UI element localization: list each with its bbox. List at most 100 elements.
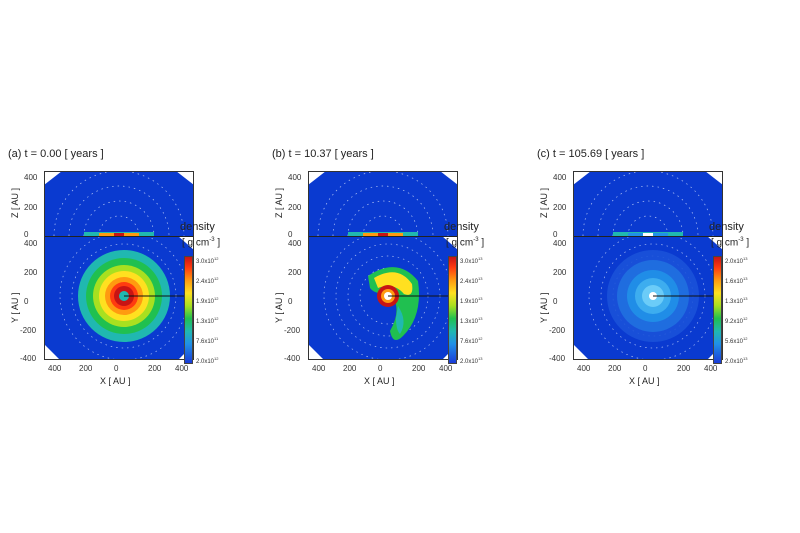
z-axis-label: Z [ AU ] (10, 187, 20, 218)
colorbar-tick-label: 2.0x1013 (725, 256, 748, 265)
y-tick-label: 400 (553, 239, 567, 248)
y-tick-label: -200 (284, 326, 301, 335)
colorbar-tick-label: 1.9x1012 (196, 296, 219, 305)
disk-center (378, 233, 388, 236)
z-tick-label: 0 (24, 230, 29, 239)
colorbar-tick-label: 2.0x1012 (196, 356, 219, 365)
colorbar-tick-label: 1.3x1013 (725, 296, 748, 305)
colorbar-tick-label: 9.2x1012 (725, 316, 748, 325)
corner-mask (707, 236, 723, 250)
y-tick-label: -400 (20, 354, 37, 363)
z-tick-label: 0 (553, 230, 558, 239)
velocity-arc (317, 171, 449, 236)
colorbar-title: density (444, 221, 479, 233)
z-tick-label: 200 (288, 203, 302, 212)
x-tick-label: 0 (643, 364, 648, 373)
velocity-arc (68, 185, 170, 236)
velocity-arc (582, 171, 714, 236)
x-tick-label: 400 (48, 364, 62, 373)
spiral-arm-inner (374, 272, 413, 295)
spiral-tail (396, 306, 404, 334)
x-tick-label: 200 (148, 364, 162, 373)
panel-title: (b) t = 10.37 [ years ] (272, 148, 374, 160)
y-tick-label: 0 (24, 297, 29, 306)
colorbar-tick-label: 5.6x1012 (725, 336, 748, 345)
colorbar-tick-label: 2.0x1013 (460, 356, 483, 365)
x-tick-label: 200 (608, 364, 622, 373)
panel-title: (a) t = 0.00 [ years ] (8, 148, 104, 160)
corner-mask (44, 344, 60, 360)
panel-divider (308, 236, 458, 237)
panel-title: (c) t = 105.69 [ years ] (537, 148, 645, 160)
colorbar-tick-label: 7.6x1012 (460, 336, 483, 345)
panel-b: (b) t = 10.37 [ years ] 400 200 0 400 200 0 -20… (272, 148, 527, 398)
x-tick-label: 200 (412, 364, 426, 373)
y-tick-label: -400 (284, 354, 301, 363)
colorbar (184, 256, 193, 364)
x-tick-label: 400 (175, 364, 189, 373)
xz-plot (573, 171, 723, 236)
z-tick-label: 200 (24, 203, 38, 212)
corner-mask (440, 171, 458, 185)
xy-plot (573, 236, 723, 360)
xz-plot (308, 171, 458, 236)
corner-mask (705, 171, 723, 185)
xy-density-map (308, 236, 458, 360)
y-tick-label: 400 (288, 239, 302, 248)
x-tick-label: 400 (577, 364, 591, 373)
z-tick-label: 200 (553, 203, 567, 212)
y-tick-label: 400 (24, 239, 38, 248)
corner-mask (308, 344, 324, 360)
x-tick-label: 200 (343, 364, 357, 373)
velocity-arc (347, 200, 419, 236)
y-axis-label: Y [ AU ] (274, 292, 284, 323)
y-axis-label: Y [ AU ] (539, 292, 549, 323)
xy-plot (308, 236, 458, 360)
velocity-arc (612, 200, 684, 236)
colorbar-title: density (180, 221, 215, 233)
y-tick-label: 200 (24, 268, 38, 277)
colorbar-unit: [ g cm-3 ] (446, 237, 485, 249)
colorbar-tick-label: 7.6x1011 (196, 336, 219, 345)
x-tick-label: 0 (378, 364, 383, 373)
z-tick-label: 400 (553, 173, 567, 182)
velocity-arc (332, 185, 434, 236)
colorbar-tick-label: 2.0x1013 (725, 356, 748, 365)
colorbar-unit: [ g cm-3 ] (711, 237, 750, 249)
x-tick-label: 400 (312, 364, 326, 373)
z-tick-label: 400 (288, 173, 302, 182)
colorbar-tick-label: 2.4x1013 (460, 276, 483, 285)
corner-mask (573, 344, 589, 360)
z-axis-label: Z [ AU ] (539, 187, 549, 218)
colorbar-tick-label: 2.4x1012 (196, 276, 219, 285)
corner-mask (44, 171, 62, 185)
x-axis-label: X [ AU ] (364, 376, 395, 386)
colorbar-tick-label: 3.0x1013 (460, 256, 483, 265)
panel-divider (573, 236, 723, 237)
x-tick-label: 400 (439, 364, 453, 373)
colorbar-unit: [ g cm-3 ] (182, 237, 221, 249)
panel-a: (a) t = 0.00 [ years ] 400 200 0 400 200 0 -200… (8, 148, 263, 398)
y-tick-label: 0 (288, 297, 293, 306)
y-tick-label: -200 (20, 326, 37, 335)
disk-center (114, 233, 124, 236)
xz-density-map (308, 171, 458, 236)
x-tick-label: 0 (114, 364, 119, 373)
disk-center (643, 233, 653, 236)
corner-mask (308, 171, 326, 185)
x-tick-label: 400 (704, 364, 718, 373)
y-tick-label: -400 (549, 354, 566, 363)
velocity-arc (83, 200, 155, 236)
y-tick-label: -200 (549, 326, 566, 335)
z-axis-label: Z [ AU ] (274, 187, 284, 218)
y-tick-label: 200 (288, 268, 302, 277)
colorbar-tick-label: 1.6x1013 (725, 276, 748, 285)
corner-mask (178, 236, 194, 250)
corner-mask (573, 171, 591, 185)
panel-divider (44, 236, 194, 237)
xy-plot (44, 236, 194, 360)
velocity-arc (597, 185, 699, 236)
y-axis-label: Y [ AU ] (10, 292, 20, 323)
x-axis-label: X [ AU ] (629, 376, 660, 386)
xz-plot (44, 171, 194, 236)
